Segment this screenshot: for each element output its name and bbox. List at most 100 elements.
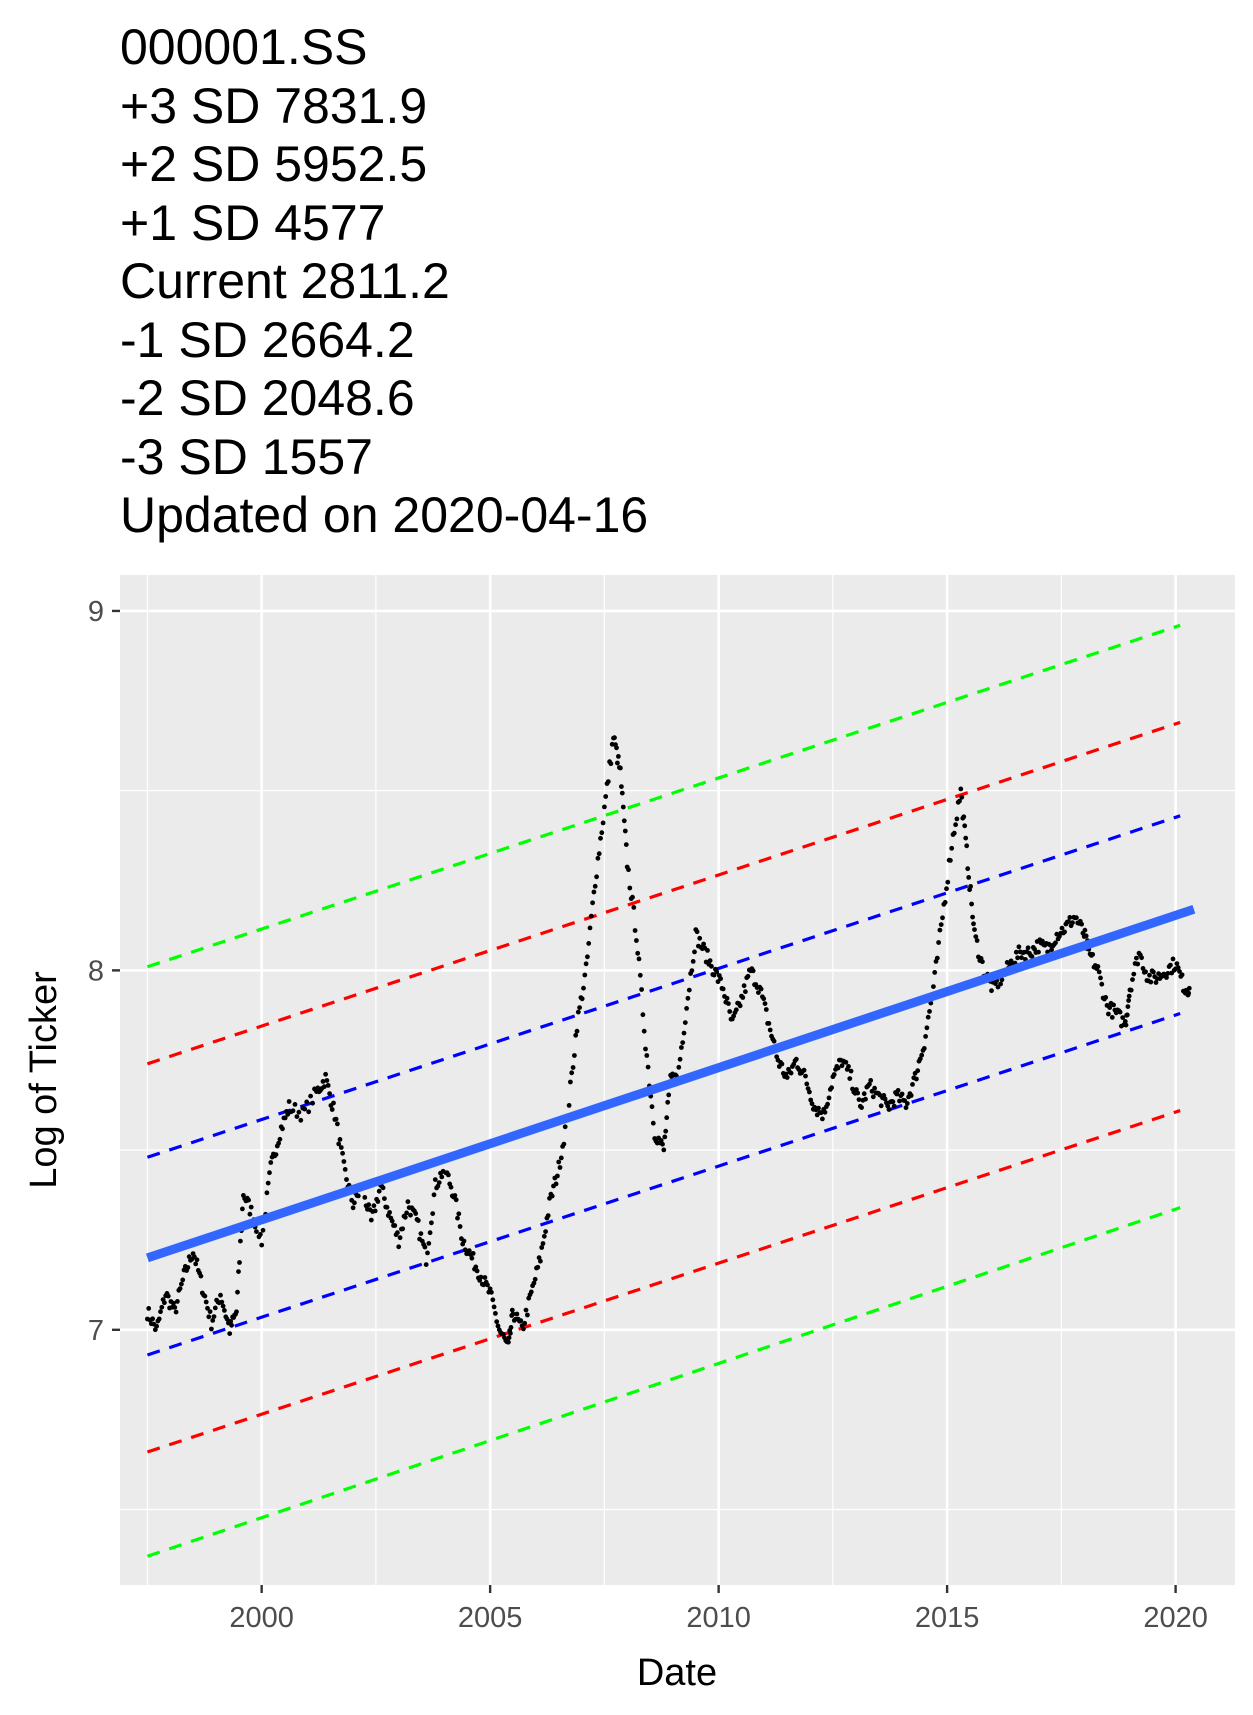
y-tick-label: 9 — [88, 596, 104, 628]
price-point — [1151, 969, 1156, 975]
price-point — [220, 1303, 226, 1309]
y-tick-label: 8 — [88, 955, 104, 987]
price-point — [662, 1134, 668, 1140]
price-point — [549, 1193, 555, 1199]
price-point — [473, 1264, 479, 1270]
price-point — [522, 1320, 528, 1326]
price-point — [218, 1292, 223, 1298]
price-point — [254, 1229, 259, 1234]
price-point — [692, 949, 697, 955]
price-point — [384, 1204, 390, 1210]
price-point — [453, 1197, 459, 1203]
price-point — [156, 1316, 162, 1322]
price-point — [631, 905, 637, 910]
price-point — [490, 1297, 496, 1303]
price-point — [431, 1192, 437, 1198]
price-point — [1098, 975, 1103, 981]
price-point — [532, 1276, 538, 1282]
price-point — [784, 1075, 790, 1080]
price-point — [690, 959, 696, 964]
price-point — [727, 1009, 733, 1014]
sd-band-line — [146, 814, 1181, 1159]
price-point — [234, 1309, 239, 1315]
price-point — [235, 1289, 240, 1295]
price-point — [682, 1020, 688, 1025]
price-point — [677, 1056, 683, 1062]
price-point — [962, 823, 968, 829]
title-line: -2 SD 2048.6 — [120, 370, 415, 426]
price-point — [523, 1307, 529, 1313]
price-point — [1090, 952, 1096, 957]
price-point — [352, 1200, 357, 1206]
price-point — [1122, 1019, 1128, 1024]
price-point — [934, 955, 940, 961]
price-point — [958, 786, 964, 792]
price-point — [1008, 958, 1014, 964]
price-point — [260, 1227, 266, 1233]
price-point — [847, 1076, 853, 1081]
price-point — [418, 1231, 424, 1236]
price-point — [627, 885, 633, 891]
price-point — [924, 1025, 930, 1031]
price-point — [904, 1101, 910, 1106]
price-point — [1095, 964, 1101, 969]
price-point — [573, 1032, 579, 1038]
price-point — [953, 822, 958, 828]
price-point — [514, 1311, 520, 1317]
price-point — [555, 1173, 560, 1179]
price-point — [337, 1137, 343, 1142]
price-point — [469, 1255, 475, 1261]
price-point — [237, 1260, 242, 1265]
price-point — [335, 1121, 340, 1127]
price-point — [376, 1188, 382, 1194]
price-point — [1126, 998, 1131, 1003]
price-point — [595, 855, 601, 861]
price-point — [582, 972, 588, 978]
price-point — [743, 989, 748, 995]
price-point — [1083, 933, 1089, 939]
price-point — [848, 1068, 854, 1074]
price-point — [461, 1238, 467, 1244]
price-point — [557, 1165, 563, 1170]
price-point — [686, 987, 692, 993]
price-point — [539, 1245, 545, 1250]
price-point — [341, 1159, 347, 1164]
price-point — [937, 927, 943, 933]
price-point — [366, 1202, 372, 1208]
price-point — [541, 1233, 547, 1239]
price-point — [931, 984, 936, 989]
price-point — [634, 938, 639, 943]
price-point — [389, 1218, 395, 1224]
price-point — [1143, 969, 1148, 975]
price-point — [658, 1138, 664, 1143]
price-point — [661, 1147, 667, 1153]
price-point — [426, 1241, 432, 1246]
price-point — [980, 959, 985, 965]
price-point — [605, 779, 611, 784]
price-point — [831, 1072, 837, 1077]
price-point — [280, 1126, 285, 1132]
price-point — [493, 1311, 498, 1316]
price-point — [999, 977, 1005, 983]
price-point — [1140, 966, 1146, 971]
price-point — [1019, 955, 1024, 961]
price-point — [586, 941, 592, 946]
price-point — [485, 1282, 490, 1288]
sd-band-line — [146, 1011, 1181, 1357]
price-point — [246, 1197, 252, 1203]
price-point — [340, 1150, 345, 1156]
price-point — [209, 1326, 214, 1332]
price-point — [224, 1316, 230, 1322]
price-point — [258, 1232, 263, 1237]
price-point — [478, 1274, 484, 1280]
price-point — [462, 1247, 468, 1253]
price-point — [970, 914, 975, 920]
price-point — [974, 938, 980, 943]
price-point — [932, 970, 938, 975]
trend-line — [145, 905, 1196, 1263]
price-point — [793, 1056, 799, 1062]
price-point — [392, 1223, 398, 1228]
price-point — [228, 1319, 234, 1324]
price-point — [327, 1091, 332, 1096]
